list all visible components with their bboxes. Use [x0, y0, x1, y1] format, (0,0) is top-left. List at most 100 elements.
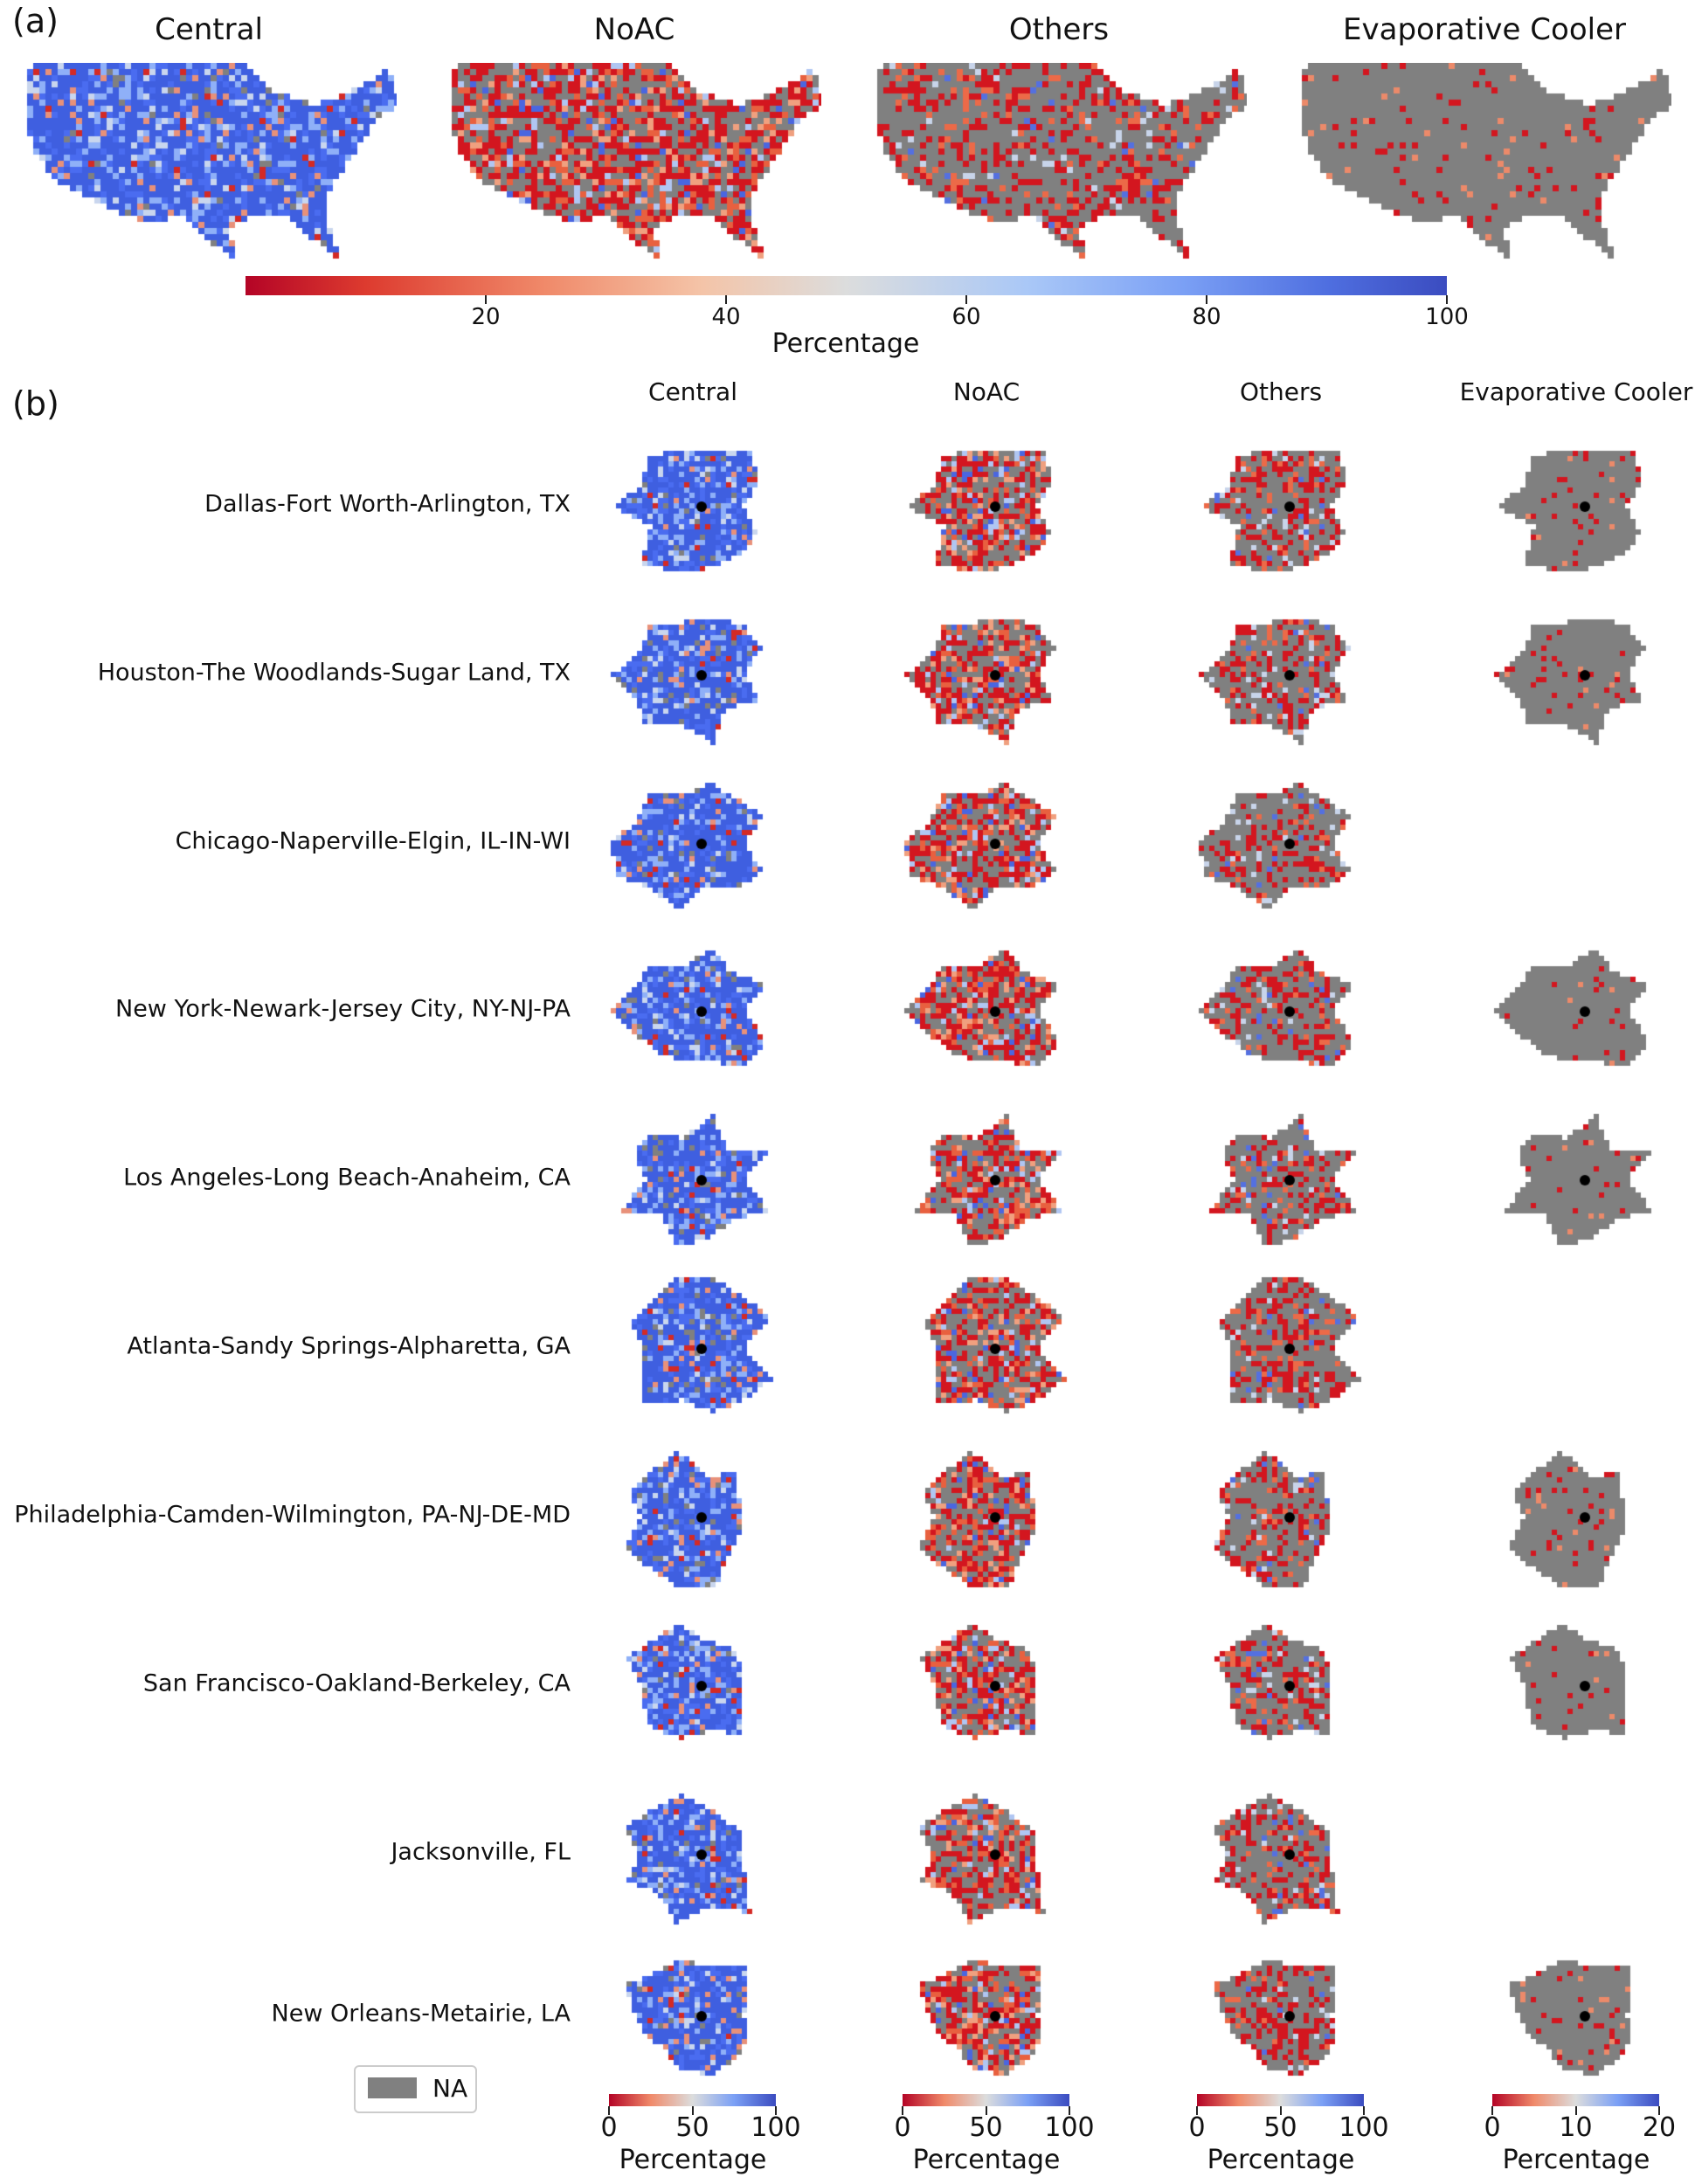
- na-legend-label: NA: [432, 2074, 468, 2103]
- colorbar-b-tick: [1196, 2106, 1198, 2115]
- metro-map: [1193, 1272, 1368, 1420]
- colorbar-b: [1197, 2094, 1364, 2106]
- colorbar-b-tick-label: 0: [1484, 2112, 1501, 2143]
- colorbar-b-tick-label: 50: [969, 2112, 1003, 2143]
- metro-map: [1489, 430, 1664, 578]
- column-title-central: Central: [648, 377, 737, 406]
- metro-map: [899, 1778, 1074, 1926]
- metro-label: Houston-The Woodlands-Sugar Land, TX: [97, 659, 571, 687]
- metro-map: [1489, 1441, 1664, 1589]
- us-map-central: [21, 63, 397, 259]
- colorbar-b-tick-label: 0: [600, 2112, 618, 2143]
- metro-map: [605, 767, 780, 916]
- metro-map: [1489, 935, 1664, 1083]
- colorbar-b-tick: [1279, 2106, 1282, 2115]
- colorbar-b-label: Percentage: [1207, 2145, 1355, 2175]
- metro-map: [605, 430, 780, 578]
- metro-map: [605, 598, 780, 747]
- metro-map: [605, 1609, 780, 1758]
- metro-map: [899, 1939, 1074, 2088]
- metro-label: Jacksonville, FL: [391, 1838, 571, 1866]
- metro-map: [899, 1103, 1074, 1252]
- map-title-noac: NoAC: [593, 12, 675, 47]
- colorbar-b-tick: [1491, 2106, 1493, 2115]
- colorbar-b-tick-label: 50: [675, 2112, 709, 2143]
- colorbar-b-tick: [1363, 2106, 1365, 2115]
- metro-map: [1489, 1609, 1664, 1758]
- colorbar-a: [246, 276, 1447, 295]
- colorbar-a-tick-label: 40: [711, 304, 741, 330]
- colorbar-b-tick: [1574, 2106, 1577, 2115]
- metro-map: [1193, 598, 1368, 747]
- colorbar-a-tick-label: 100: [1425, 304, 1469, 330]
- colorbar-a-tick-label: 60: [951, 304, 981, 330]
- metro-map: [1489, 598, 1664, 747]
- metro-map: [1193, 935, 1368, 1083]
- metro-map: [899, 1609, 1074, 1758]
- metro-label: New Orleans-Metairie, LA: [271, 2000, 571, 2028]
- metro-map: [605, 1272, 780, 1420]
- colorbar-b-tick: [985, 2106, 987, 2115]
- metro-map: [605, 1441, 780, 1589]
- metro-map: [605, 1103, 780, 1252]
- column-title-evaporative-cooler: Evaporative Cooler: [1459, 377, 1693, 406]
- colorbar-a-tick: [1206, 295, 1207, 304]
- metro-map: [605, 1778, 780, 1926]
- metro-map: [899, 598, 1074, 747]
- metro-map: [1193, 767, 1368, 916]
- metro-label: Philadelphia-Camden-Wilmington, PA-NJ-DE…: [14, 1501, 571, 1529]
- metro-map: [1193, 430, 1368, 578]
- metro-map: [605, 935, 780, 1083]
- metro-map: [1489, 1939, 1664, 2088]
- metro-map: [1193, 1103, 1368, 1252]
- map-title-evaporative-cooler: Evaporative Cooler: [1343, 12, 1626, 47]
- colorbar-b-tick-label: 50: [1263, 2112, 1297, 2143]
- colorbar-a-tick: [485, 295, 487, 304]
- colorbar-a-tick-label: 80: [1192, 304, 1221, 330]
- colorbar-b-tick: [608, 2106, 610, 2115]
- colorbar-a-tick-label: 20: [471, 304, 501, 330]
- colorbar-b: [1492, 2094, 1659, 2106]
- colorbar-b-tick-label: 20: [1642, 2112, 1677, 2143]
- metro-map: [1193, 1441, 1368, 1589]
- colorbar-b-label: Percentage: [619, 2145, 767, 2175]
- us-map-noac: [446, 63, 821, 259]
- colorbar-b-tick-label: 0: [1188, 2112, 1206, 2143]
- column-title-others: Others: [1239, 377, 1323, 406]
- colorbar-b-tick-label: 100: [1044, 2112, 1095, 2143]
- metro-label: Dallas-Fort Worth-Arlington, TX: [204, 490, 571, 518]
- colorbar-b-tick-label: 100: [1339, 2112, 1389, 2143]
- panel-a-label: (a): [12, 2, 59, 40]
- colorbar-a-tick: [965, 295, 967, 304]
- metro-map: [1193, 1609, 1368, 1758]
- metro-map: [1193, 1778, 1368, 1926]
- colorbar-b-tick-label: 100: [751, 2112, 801, 2143]
- colorbar-b-label: Percentage: [1502, 2145, 1650, 2175]
- panel-b-label: (b): [12, 384, 59, 423]
- colorbar-b-tick: [902, 2106, 903, 2115]
- colorbar-b-tick: [775, 2106, 777, 2115]
- metro-label: Atlanta-Sandy Springs-Alpharetta, GA: [127, 1332, 571, 1360]
- colorbar-b-tick: [1069, 2106, 1070, 2115]
- column-title-noac: NoAC: [952, 377, 1020, 406]
- colorbar-b: [609, 2094, 776, 2106]
- colorbar-a-tick: [725, 295, 727, 304]
- colorbar-b-tick: [1658, 2106, 1660, 2115]
- metro-map: [1489, 1103, 1664, 1252]
- metro-label: Los Angeles-Long Beach-Anaheim, CA: [123, 1164, 571, 1192]
- colorbar-b-tick-label: 0: [894, 2112, 911, 2143]
- metro-map: [899, 1272, 1074, 1420]
- metro-map: [605, 1939, 780, 2088]
- na-swatch: [368, 2077, 417, 2098]
- colorbar-b-tick-label: 10: [1559, 2112, 1593, 2143]
- na-legend: NA: [354, 2065, 477, 2113]
- metro-label: New York-Newark-Jersey City, NY-NJ-PA: [115, 995, 571, 1023]
- map-title-central: Central: [155, 12, 263, 47]
- metro-label: Chicago-Naperville-Elgin, IL-IN-WI: [175, 827, 571, 855]
- metro-map: [899, 1441, 1074, 1589]
- colorbar-b: [903, 2094, 1069, 2106]
- metro-label: San Francisco-Oakland-Berkeley, CA: [142, 1669, 571, 1697]
- colorbar-b-label: Percentage: [912, 2145, 1061, 2175]
- metro-map: [899, 767, 1074, 916]
